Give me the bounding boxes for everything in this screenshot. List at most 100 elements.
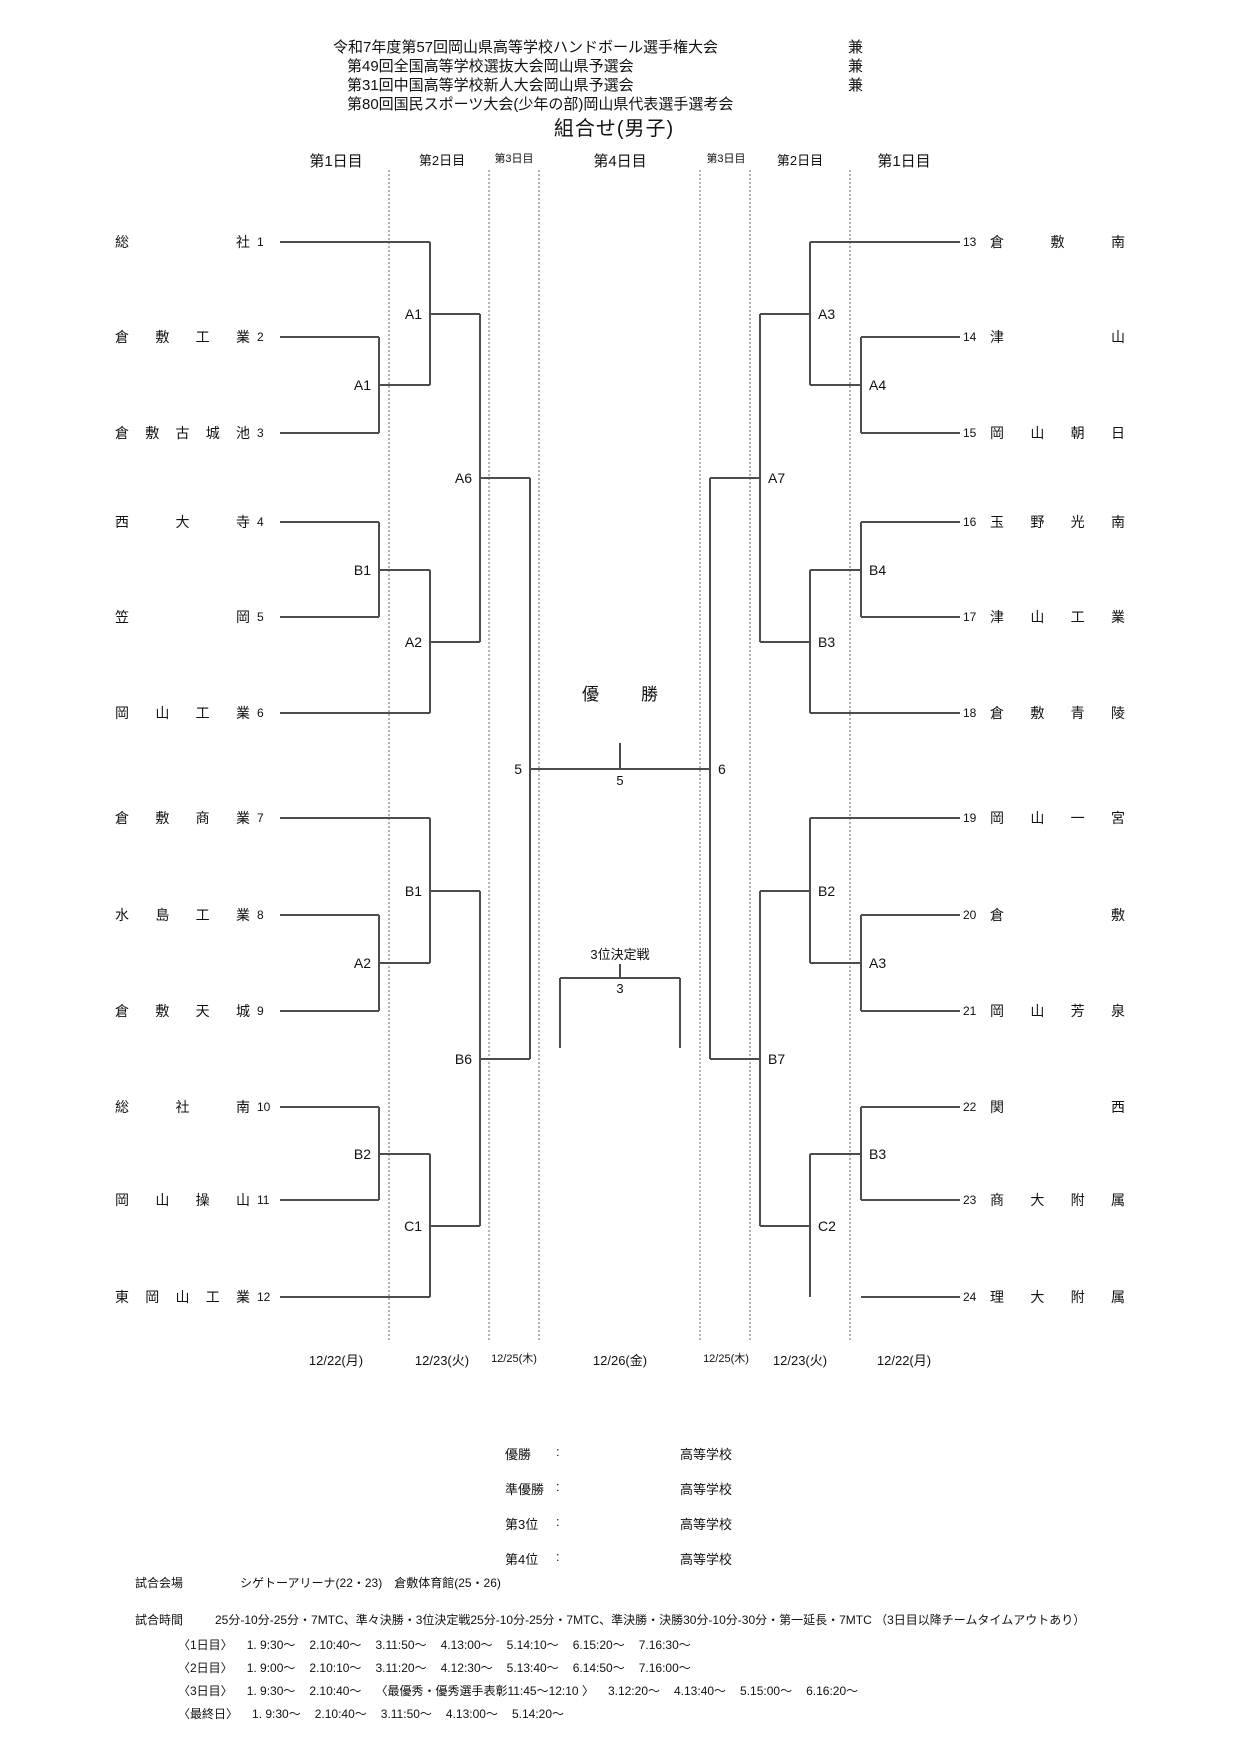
- result-colon: :: [556, 1479, 560, 1494]
- schedule-time: 5.14:20～: [511, 1707, 565, 1721]
- champion-tick: [619, 743, 621, 769]
- team-name: 岡山操山: [115, 1192, 250, 1208]
- schedule-time: 3.11:50～: [375, 1638, 427, 1652]
- schedule-time: 4.12:30～: [440, 1661, 493, 1675]
- match-connector: [760, 1225, 810, 1227]
- match-connector: [379, 384, 430, 386]
- team-number: 24: [963, 1290, 977, 1304]
- team-number: 11: [257, 1193, 270, 1207]
- team-line: [810, 817, 960, 819]
- final-number: 5: [616, 773, 624, 788]
- title-suffix: 兼: [847, 58, 863, 75]
- round-header: 第3日目: [706, 153, 746, 165]
- title-line-text: 第80回国民スポーツ大会(少年の部)岡山県代表選手選考会: [347, 96, 734, 113]
- schedule-time: 7.16:30～: [638, 1638, 691, 1652]
- team-number: 5: [257, 610, 264, 624]
- round-header: 第2日目: [418, 153, 466, 168]
- team-line: [280, 914, 379, 916]
- team-number: 17: [963, 610, 977, 624]
- third-place-line: [560, 977, 680, 979]
- team-line: [280, 817, 430, 819]
- result-value: 高等学校: [680, 1552, 733, 1567]
- match-label: B3: [869, 1146, 887, 1162]
- team-number: 12: [257, 1290, 271, 1304]
- match-vertical: [809, 818, 811, 963]
- result-label: 準優勝: [505, 1482, 545, 1497]
- team-name: 岡山朝日: [990, 425, 1125, 441]
- match-vertical: [860, 1107, 862, 1200]
- date-label: 12/25(木): [491, 1353, 537, 1365]
- team-name: 倉敷工業: [115, 329, 250, 345]
- day-separator: [538, 170, 540, 1340]
- match-connector: [430, 890, 480, 892]
- team-number: 21: [963, 1004, 977, 1018]
- match-connector: [760, 313, 810, 315]
- schedule-time: 7.16:00～: [638, 1661, 691, 1675]
- subtitle: 組合せ(男子): [553, 118, 675, 140]
- date-label: 12/22(月): [308, 1353, 364, 1368]
- team-name: 総社南: [115, 1099, 250, 1115]
- round-header: 第2日目: [776, 153, 824, 168]
- team-name: 岡山芳泉: [990, 1003, 1125, 1019]
- team-name: 倉敷南: [990, 234, 1125, 250]
- time-rule: 25分-10分-25分・7MTC、準々決勝・3位決定戦25分-10分-25分・7…: [215, 1613, 1086, 1627]
- match-connector: [810, 569, 861, 571]
- team-number: 4: [257, 515, 264, 529]
- team-name: 津山: [990, 329, 1125, 345]
- team-line: [280, 521, 379, 523]
- schedule-time: 6.15:20～: [572, 1638, 625, 1652]
- champion-label: 優勝: [582, 685, 658, 704]
- title-line-text: 令和7年度第57回岡山県高等学校ハンドボール選手権大会: [333, 39, 719, 56]
- team-number: 6: [257, 706, 264, 720]
- team-name: 玉野光南: [990, 514, 1125, 530]
- match-vertical: [809, 1154, 811, 1297]
- round-header: 第1日目: [877, 153, 931, 170]
- schedule-row: 〈3日目〉 1. 9:30～ 2.10:40～ 〈最優秀・優秀選手表彰11:45～12…: [178, 1684, 858, 1699]
- team-line: [861, 1199, 960, 1201]
- team-line: [861, 521, 960, 523]
- schedule-row: 〈2日目〉 1. 9:00～ 2.10:10～ 3.11:20～ 4.12:30～ 5.1…: [178, 1661, 691, 1676]
- schedule-time: 2.10:40～: [314, 1707, 367, 1721]
- team-number: 22: [963, 1100, 977, 1114]
- date-label: 12/22(月): [876, 1353, 932, 1368]
- match-connector: [480, 1058, 530, 1060]
- team-number: 2: [257, 330, 264, 344]
- title-line-text: 第49回全国高等学校選抜大会岡山県予選会: [347, 58, 634, 75]
- match-vertical: [860, 337, 862, 433]
- schedule-time: 〈最優秀・優秀選手表彰11:45～12:10 〉: [375, 1684, 594, 1698]
- team-number: 16: [963, 515, 977, 529]
- date-label: 12/23(火): [414, 1353, 470, 1368]
- day-separator: [749, 170, 751, 1340]
- match-connector: [710, 1058, 760, 1060]
- schedule-time: 6.16:20～: [806, 1684, 859, 1698]
- team-name: 岡山工業: [115, 705, 250, 721]
- match-label: A1: [404, 306, 422, 322]
- result-value: 高等学校: [680, 1517, 733, 1532]
- team-line: [280, 1106, 379, 1108]
- match-vertical: [759, 314, 761, 642]
- team-number: 9: [257, 1004, 264, 1018]
- third-place-label: 3位決定戦: [590, 947, 650, 962]
- title-line-text: 第31回中国高等学校新人大会岡山県予選会: [347, 77, 634, 94]
- result-label: 第4位: [505, 1552, 539, 1567]
- team-line: [810, 241, 960, 243]
- schedule-time: 3.11:50～: [380, 1707, 432, 1721]
- match-label: 5: [514, 761, 522, 777]
- venue-value: シゲトーアリーナ(22・23) 倉敷体育館(25・26): [240, 1576, 501, 1590]
- team-name: 笠岡: [115, 609, 250, 625]
- match-label: B1: [353, 562, 371, 578]
- match-label: A4: [869, 377, 887, 393]
- schedule-day-label: 〈最終日〉: [178, 1707, 239, 1721]
- match-vertical: [709, 478, 711, 1059]
- schedule-time: 4.13:00～: [445, 1707, 498, 1721]
- schedule-time: 5.13:40～: [506, 1661, 559, 1675]
- match-label: 6: [718, 761, 726, 777]
- team-line: [861, 1296, 960, 1298]
- day-separator: [849, 170, 851, 1340]
- third-place-number: 3: [616, 981, 624, 996]
- team-name: 西大寺: [115, 514, 250, 530]
- third-place-tick: [619, 964, 621, 977]
- result-colon: :: [556, 1549, 560, 1564]
- match-label: C1: [404, 1218, 422, 1234]
